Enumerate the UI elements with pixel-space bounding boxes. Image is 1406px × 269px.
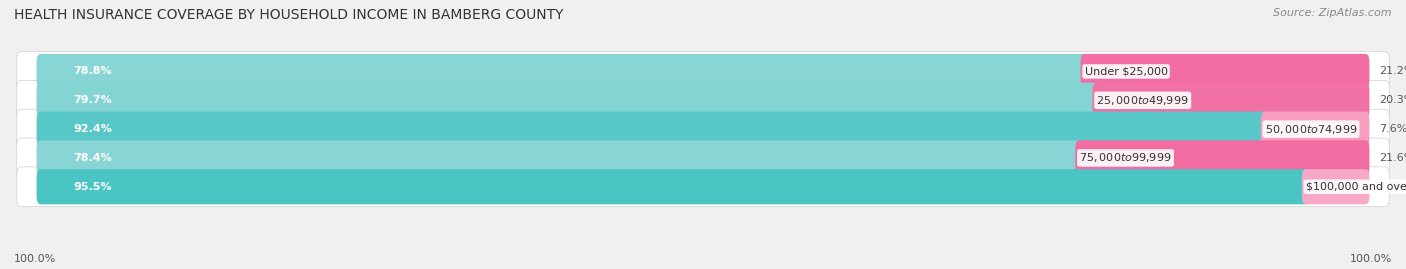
FancyBboxPatch shape — [37, 112, 1268, 147]
FancyBboxPatch shape — [1092, 83, 1369, 118]
FancyBboxPatch shape — [1261, 112, 1369, 147]
Text: 21.6%: 21.6% — [1379, 153, 1406, 163]
Text: $100,000 and over: $100,000 and over — [1306, 182, 1406, 192]
Text: 7.6%: 7.6% — [1379, 124, 1406, 134]
FancyBboxPatch shape — [17, 109, 1389, 149]
Text: $50,000 to $74,999: $50,000 to $74,999 — [1265, 123, 1357, 136]
Text: 4.5%: 4.5% — [1379, 182, 1406, 192]
FancyBboxPatch shape — [17, 80, 1389, 120]
Text: 79.7%: 79.7% — [73, 95, 112, 105]
FancyBboxPatch shape — [1081, 54, 1369, 89]
Text: 21.2%: 21.2% — [1379, 66, 1406, 76]
Text: Source: ZipAtlas.com: Source: ZipAtlas.com — [1274, 8, 1392, 18]
Legend: With Coverage, Without Coverage: With Coverage, Without Coverage — [571, 264, 835, 269]
FancyBboxPatch shape — [37, 83, 1101, 118]
FancyBboxPatch shape — [37, 54, 1088, 89]
FancyBboxPatch shape — [17, 138, 1389, 178]
Text: 92.4%: 92.4% — [73, 124, 112, 134]
Text: Under $25,000: Under $25,000 — [1084, 66, 1167, 76]
Text: $25,000 to $49,999: $25,000 to $49,999 — [1097, 94, 1189, 107]
Text: $75,000 to $99,999: $75,000 to $99,999 — [1080, 151, 1171, 164]
Text: 78.8%: 78.8% — [73, 66, 112, 76]
FancyBboxPatch shape — [37, 140, 1083, 176]
FancyBboxPatch shape — [17, 167, 1389, 207]
Text: 95.5%: 95.5% — [73, 182, 112, 192]
Text: 20.3%: 20.3% — [1379, 95, 1406, 105]
FancyBboxPatch shape — [1076, 140, 1369, 176]
FancyBboxPatch shape — [1302, 169, 1369, 204]
Text: 100.0%: 100.0% — [14, 254, 56, 264]
FancyBboxPatch shape — [17, 52, 1389, 91]
Text: 100.0%: 100.0% — [1350, 254, 1392, 264]
Text: 78.4%: 78.4% — [73, 153, 112, 163]
FancyBboxPatch shape — [37, 169, 1310, 204]
Text: HEALTH INSURANCE COVERAGE BY HOUSEHOLD INCOME IN BAMBERG COUNTY: HEALTH INSURANCE COVERAGE BY HOUSEHOLD I… — [14, 8, 564, 22]
